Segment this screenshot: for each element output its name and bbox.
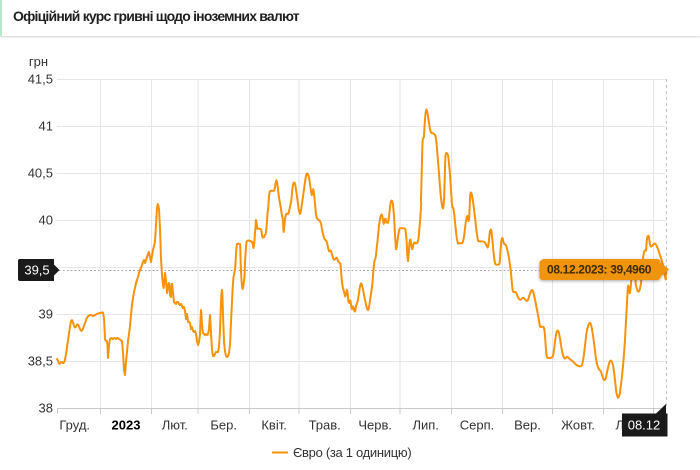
svg-text:Вер.: Вер. bbox=[514, 418, 541, 433]
svg-text:грн: грн bbox=[29, 54, 48, 69]
svg-text:Квіт.: Квіт. bbox=[261, 418, 287, 433]
svg-text:Бер.: Бер. bbox=[210, 418, 237, 433]
svg-text:Лип.: Лип. bbox=[412, 418, 438, 433]
svg-text:Серп.: Серп. bbox=[460, 418, 495, 433]
svg-text:39,5: 39,5 bbox=[24, 263, 49, 278]
svg-text:41,5: 41,5 bbox=[28, 72, 53, 87]
svg-text:2023: 2023 bbox=[112, 418, 141, 433]
svg-text:Євро (за 1 одиницю): Євро (за 1 одиницю) bbox=[293, 445, 411, 460]
svg-text:08.12.2023: 39,4960: 08.12.2023: 39,4960 bbox=[547, 263, 652, 277]
svg-text:Лют.: Лют. bbox=[162, 418, 188, 433]
svg-text:Черв.: Черв. bbox=[358, 418, 392, 433]
svg-text:40,5: 40,5 bbox=[28, 166, 53, 181]
svg-text:40: 40 bbox=[39, 213, 53, 228]
svg-text:08.12: 08.12 bbox=[628, 418, 661, 433]
svg-text:39: 39 bbox=[39, 307, 53, 322]
svg-text:Груд.: Груд. bbox=[59, 418, 90, 433]
svg-text:38,5: 38,5 bbox=[28, 354, 53, 369]
svg-text:Трав.: Трав. bbox=[309, 418, 341, 433]
svg-text:Жовт.: Жовт. bbox=[561, 418, 595, 433]
svg-text:41: 41 bbox=[39, 119, 53, 134]
svg-text:38: 38 bbox=[39, 401, 53, 416]
